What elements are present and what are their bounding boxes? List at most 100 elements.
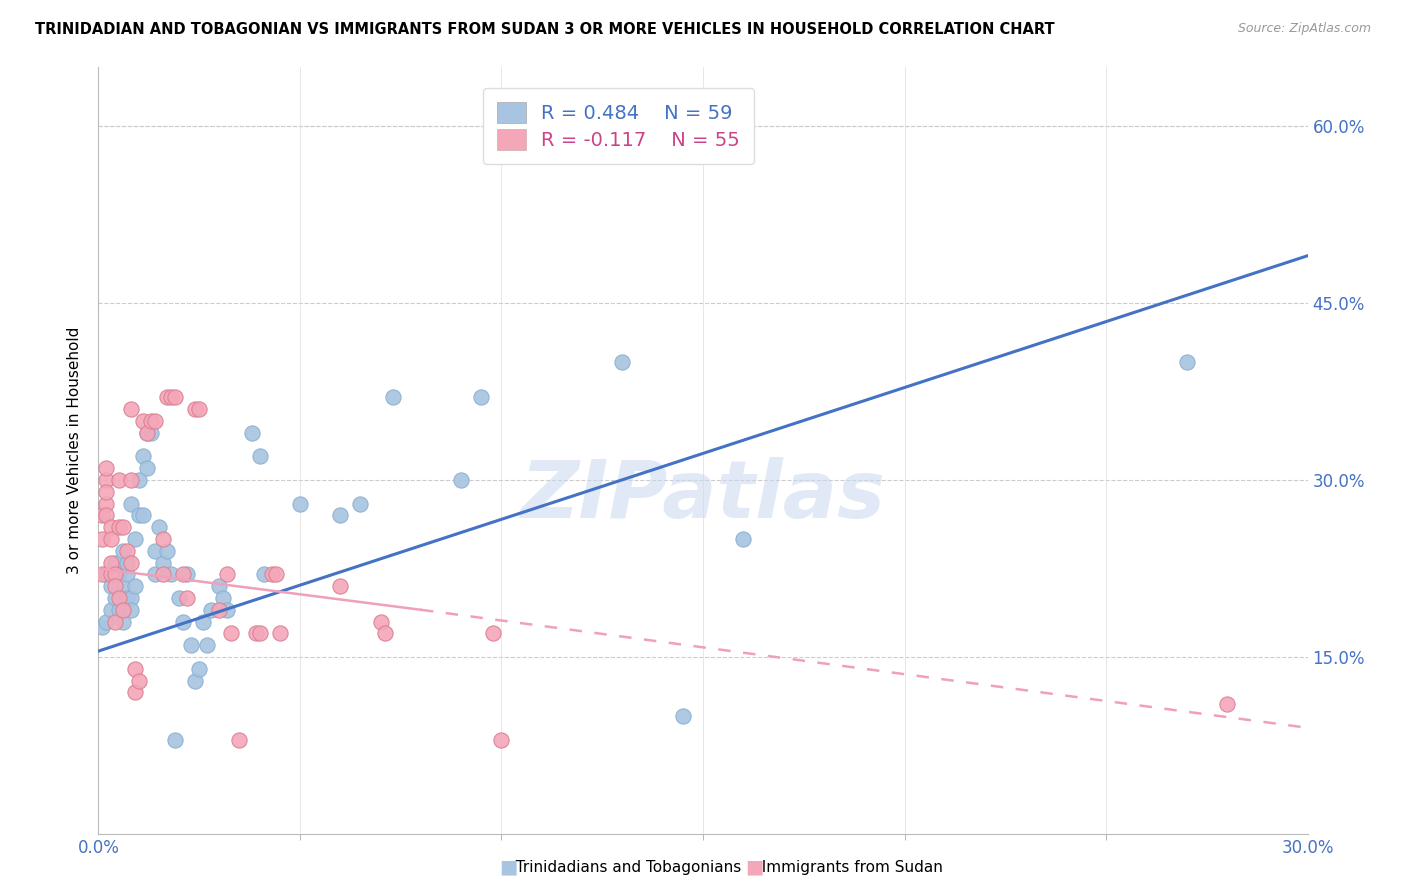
Point — [135, 425, 157, 440]
Point — [370, 615, 392, 629]
Point — [208, 603, 231, 617]
Text: Source: ZipAtlas.com: Source: ZipAtlas.com — [1237, 22, 1371, 36]
Point — [260, 567, 283, 582]
Point — [208, 579, 231, 593]
Point — [120, 603, 142, 617]
Point — [329, 508, 352, 523]
Point — [482, 626, 505, 640]
Point — [491, 732, 513, 747]
Point — [374, 626, 396, 640]
Point — [212, 591, 235, 605]
Point — [156, 543, 179, 558]
Point — [184, 673, 207, 688]
Point — [195, 638, 218, 652]
Point — [269, 626, 291, 640]
Point — [91, 620, 114, 634]
Point — [733, 532, 755, 546]
Point — [143, 414, 166, 428]
Point — [103, 567, 125, 582]
Point — [1175, 355, 1198, 369]
Point — [107, 567, 129, 582]
Point — [115, 567, 138, 582]
Text: ZIPatlas: ZIPatlas — [520, 458, 886, 535]
Point — [124, 579, 146, 593]
Point — [128, 673, 150, 688]
Point — [245, 626, 267, 640]
Point — [132, 414, 155, 428]
Point — [120, 402, 142, 417]
Point — [163, 390, 186, 404]
Point — [91, 567, 114, 582]
Point — [160, 390, 183, 404]
Y-axis label: 3 or more Vehicles in Household: 3 or more Vehicles in Household — [67, 326, 83, 574]
Point — [156, 390, 179, 404]
Point — [107, 520, 129, 534]
Text: ■: ■ — [499, 857, 517, 877]
Point — [135, 425, 157, 440]
Text: Trinidadians and Tobagonians: Trinidadians and Tobagonians — [506, 860, 741, 874]
Point — [200, 603, 222, 617]
Point — [180, 638, 202, 652]
Point — [96, 508, 118, 523]
Point — [115, 556, 138, 570]
Point — [139, 425, 162, 440]
Point — [100, 567, 122, 582]
Point — [120, 473, 142, 487]
Point — [100, 556, 122, 570]
Point — [450, 473, 472, 487]
Point — [100, 603, 122, 617]
Point — [124, 685, 146, 699]
Point — [91, 532, 114, 546]
Point — [228, 732, 250, 747]
Point — [172, 567, 194, 582]
Legend: R = 0.484    N = 59, R = -0.117    N = 55: R = 0.484 N = 59, R = -0.117 N = 55 — [484, 88, 754, 163]
Point — [111, 615, 134, 629]
Point — [176, 567, 198, 582]
Point — [184, 402, 207, 417]
Point — [100, 520, 122, 534]
Point — [139, 414, 162, 428]
Point — [381, 390, 404, 404]
Point — [143, 567, 166, 582]
Point — [111, 543, 134, 558]
Point — [288, 497, 311, 511]
Point — [91, 508, 114, 523]
Point — [163, 732, 186, 747]
Point — [100, 532, 122, 546]
Point — [124, 532, 146, 546]
Point — [188, 402, 211, 417]
Point — [96, 615, 118, 629]
Text: Immigrants from Sudan: Immigrants from Sudan — [752, 860, 943, 874]
Point — [612, 355, 634, 369]
Point — [349, 497, 371, 511]
Point — [188, 662, 211, 676]
Point — [152, 532, 174, 546]
Point — [115, 543, 138, 558]
Point — [111, 520, 134, 534]
Text: ■: ■ — [745, 857, 763, 877]
Point — [115, 591, 138, 605]
Point — [1216, 697, 1239, 711]
Point — [111, 579, 134, 593]
Point — [217, 603, 239, 617]
Point — [217, 567, 239, 582]
Point — [264, 567, 287, 582]
Point — [107, 591, 129, 605]
Point — [124, 662, 146, 676]
Point — [470, 390, 492, 404]
Point — [132, 450, 155, 464]
Point — [107, 473, 129, 487]
Point — [672, 709, 695, 723]
Point — [152, 556, 174, 570]
Point — [103, 615, 125, 629]
Point — [103, 579, 125, 593]
Point — [249, 626, 271, 640]
Point — [167, 591, 190, 605]
Point — [240, 425, 263, 440]
Point — [120, 556, 142, 570]
Point — [253, 567, 276, 582]
Point — [96, 461, 118, 475]
Point — [148, 520, 170, 534]
Point — [96, 484, 118, 499]
Point — [128, 473, 150, 487]
